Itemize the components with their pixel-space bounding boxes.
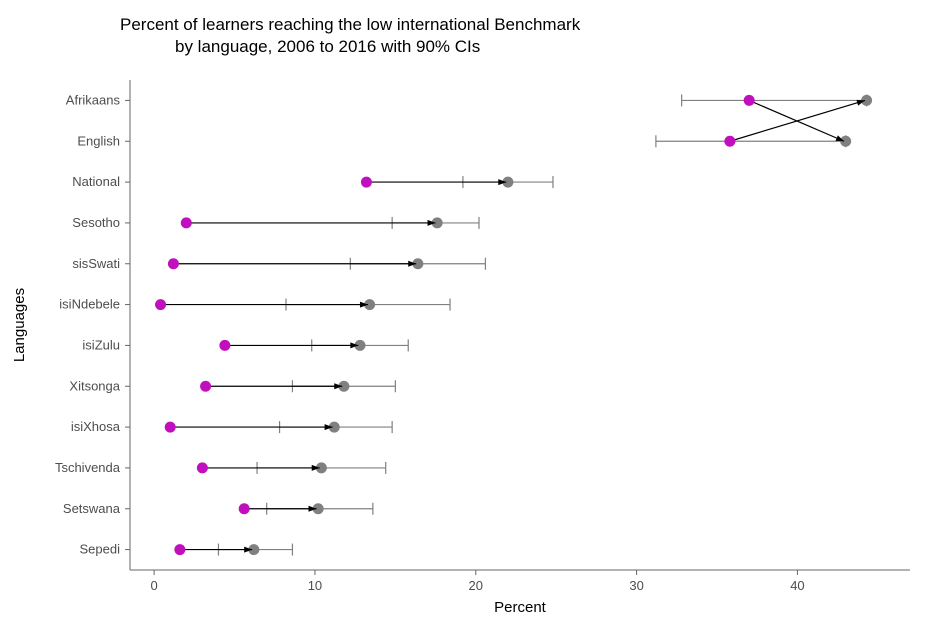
chart-svg: Percent of learners reaching the low int… (0, 0, 946, 634)
start-point (155, 299, 166, 310)
start-point (197, 462, 208, 473)
start-point (168, 258, 179, 269)
start-point (361, 177, 372, 188)
start-point (181, 217, 192, 228)
x-tick-label: 10 (308, 578, 322, 593)
start-point (239, 503, 250, 514)
y-tick-label: Sepedi (80, 542, 121, 557)
x-tick-label: 20 (469, 578, 483, 593)
y-tick-label: isiXhosa (71, 419, 121, 434)
x-tick-label: 40 (790, 578, 804, 593)
chart-container: Percent of learners reaching the low int… (0, 0, 946, 634)
y-tick-label: Afrikaans (66, 92, 121, 107)
y-tick-label: Sesotho (72, 215, 120, 230)
y-axis-label: Languages (11, 288, 28, 362)
chart-title-line2: by language, 2006 to 2016 with 90% CIs (175, 37, 480, 56)
end-point (840, 136, 851, 147)
start-point (219, 340, 230, 351)
start-point (200, 381, 211, 392)
y-tick-label: Xitsonga (69, 378, 120, 393)
start-point (724, 136, 735, 147)
y-tick-label: Tschivenda (55, 460, 121, 475)
y-tick-label: sisSwati (72, 256, 120, 271)
start-point (165, 422, 176, 433)
y-tick-label: Setswana (63, 501, 121, 516)
x-tick-label: 0 (151, 578, 158, 593)
y-tick-label: isiZulu (82, 337, 120, 352)
y-tick-label: English (77, 133, 120, 148)
x-tick-label: 30 (629, 578, 643, 593)
y-tick-label: isiNdebele (59, 297, 120, 312)
start-point (174, 544, 185, 555)
x-axis-label: Percent (494, 599, 547, 616)
y-tick-label: National (72, 174, 120, 189)
start-point (744, 95, 755, 106)
chart-title-line1: Percent of learners reaching the low int… (120, 15, 581, 34)
